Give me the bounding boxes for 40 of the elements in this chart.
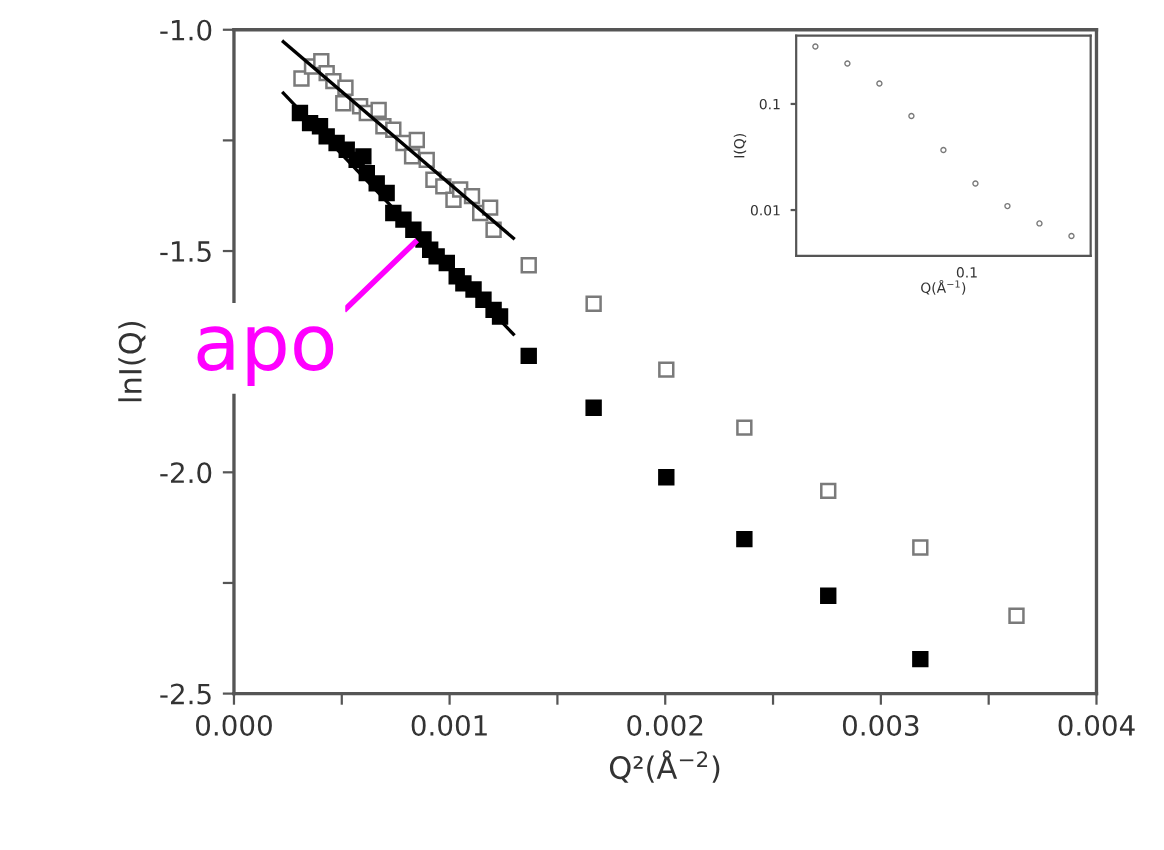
point <box>481 199 499 216</box>
x-axis-title: Q²(Å$^{−2}$) <box>609 750 720 783</box>
point <box>378 184 395 202</box>
point <box>1008 607 1025 624</box>
point <box>820 587 837 604</box>
x-tick-label: 0.004 <box>1058 714 1135 736</box>
annotation: apo <box>197 326 334 387</box>
y-tick-label: -1.5 <box>160 241 211 262</box>
point <box>736 530 753 548</box>
point <box>876 80 883 87</box>
point <box>736 419 753 436</box>
x-tick-label: 0.002 <box>627 714 703 736</box>
y-tick-label: -2.0 <box>160 462 212 484</box>
point <box>908 112 915 120</box>
point <box>912 539 929 556</box>
y-tick-label: -1.0 <box>160 19 212 41</box>
point <box>912 650 929 668</box>
point <box>1068 232 1075 240</box>
point <box>844 60 851 67</box>
point <box>370 101 387 119</box>
x-tick-label: 0.001 <box>411 714 487 736</box>
point <box>520 257 537 274</box>
point <box>293 70 310 87</box>
point <box>658 468 675 486</box>
point <box>520 347 537 365</box>
point <box>1036 220 1043 227</box>
y-tick-label: -2.5 <box>160 683 211 705</box>
point <box>972 180 979 187</box>
x-tick-label: 0.000 <box>196 714 272 736</box>
point <box>658 361 675 378</box>
point <box>585 399 602 416</box>
point <box>408 131 426 149</box>
point <box>820 482 837 500</box>
point <box>585 295 602 312</box>
point <box>355 148 372 165</box>
point <box>940 146 947 154</box>
point <box>1004 202 1011 210</box>
point <box>812 43 819 50</box>
y-axis-title: lnI(Q) <box>118 321 146 402</box>
x-tick-label: 0.003 <box>842 714 919 736</box>
